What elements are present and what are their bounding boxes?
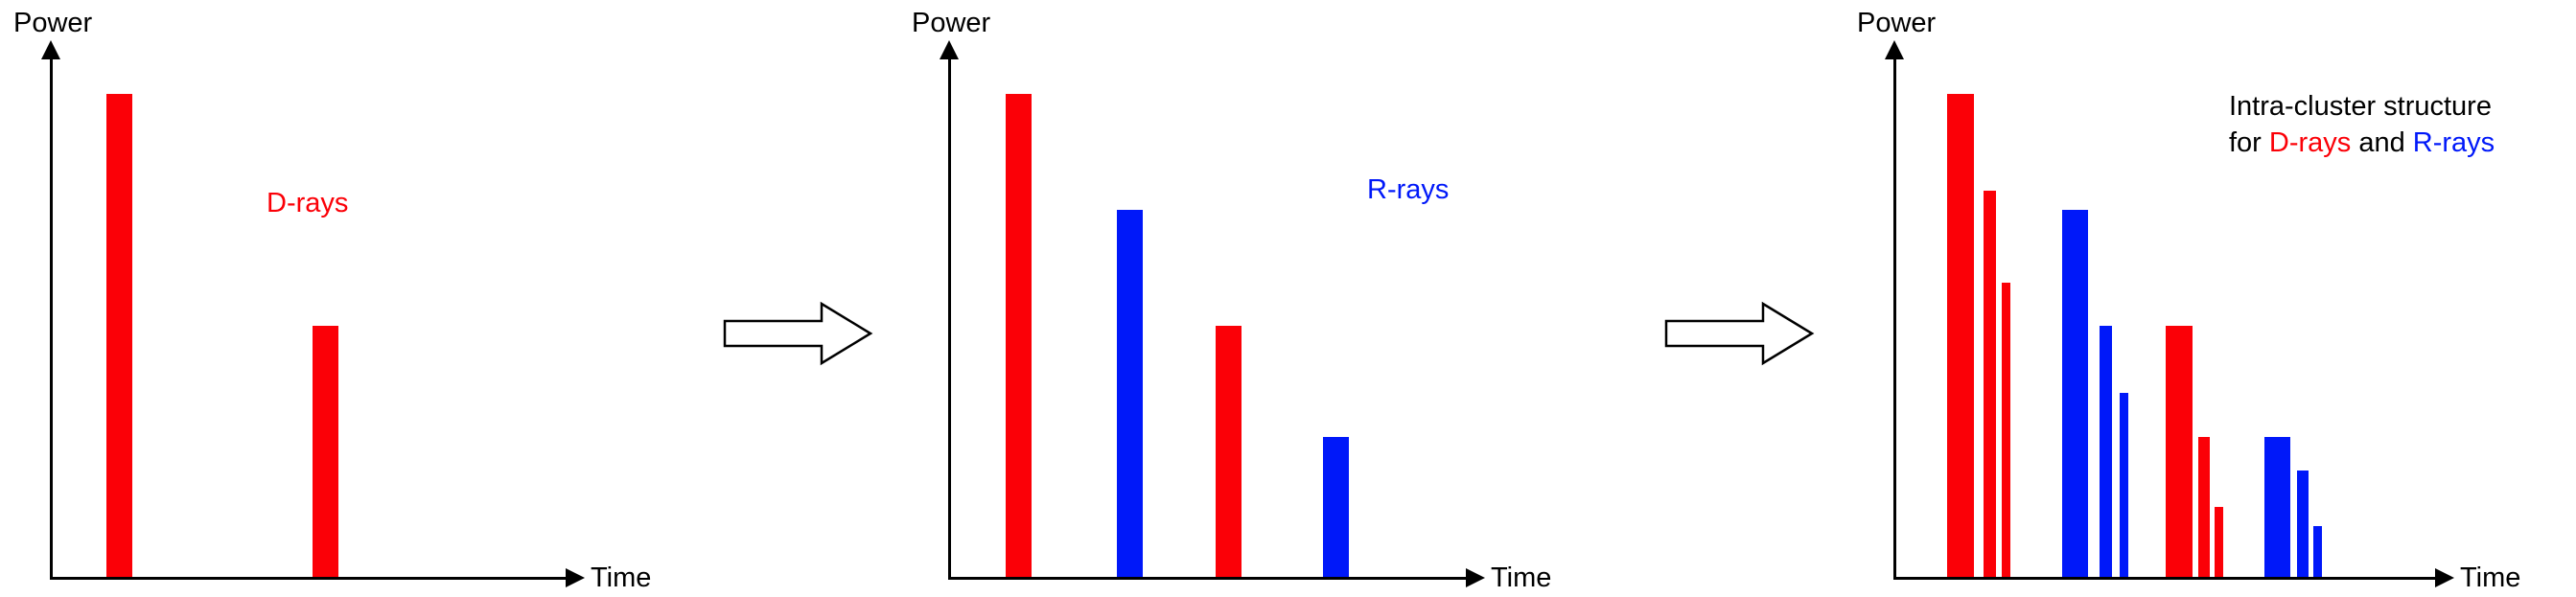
pulse-bar [2120, 393, 2128, 577]
transform-arrow-icon [723, 301, 873, 366]
series-label-d-rays: D-rays [267, 188, 349, 218]
x-axis-arrowhead-icon [1466, 568, 1485, 587]
annotation-text-segment: D-rays [2268, 127, 2352, 158]
y-axis-arrowhead-icon [41, 40, 60, 59]
y-axis [948, 56, 951, 580]
pulse-bar [2313, 526, 2322, 577]
y-axis-label: Power [13, 8, 93, 38]
annotation-text-segment: and [2351, 127, 2413, 158]
pulse-bar [106, 94, 132, 577]
pulse-bar [1117, 210, 1143, 577]
y-axis-label: Power [912, 8, 991, 38]
panel-d-rays: Power Time D-rays [0, 0, 671, 597]
x-axis-arrowhead-icon [2435, 568, 2454, 587]
pulse-bar [2062, 210, 2088, 577]
pulse-bar [2215, 507, 2223, 577]
pulse-bar [1947, 94, 1974, 577]
panel-r-rays: Power Time R-rays [898, 0, 1589, 597]
x-axis-label: Time [591, 563, 652, 593]
y-axis-arrowhead-icon [940, 40, 959, 59]
y-axis [50, 56, 53, 580]
x-axis [50, 577, 568, 580]
y-axis [1893, 56, 1896, 580]
panel-intra-cluster: Power Time Intra-cluster structure for D… [1844, 0, 2576, 597]
pulse-bar [2166, 326, 2193, 577]
annotation-line1: Intra-cluster structure [2229, 91, 2492, 122]
intra-cluster-annotation: Intra-cluster structure for D-rays and R… [2229, 88, 2495, 161]
pulse-bar [2297, 471, 2309, 577]
pulse-bar [2198, 437, 2210, 577]
annotation-line2: for D-rays and R-rays [2229, 125, 2495, 161]
pulse-bar [2264, 437, 2290, 577]
y-axis-label: Power [1857, 8, 1937, 38]
x-axis-label: Time [1491, 563, 1552, 593]
x-axis-label: Time [2460, 563, 2521, 593]
pulse-bar [1006, 94, 1032, 577]
y-axis-arrowhead-icon [1885, 40, 1904, 59]
x-axis-arrowhead-icon [566, 568, 585, 587]
pulse-bar [2100, 326, 2112, 577]
pulse-bar [1216, 326, 1242, 577]
annotation-text-segment: R-rays [2412, 127, 2495, 158]
transform-arrow-icon [1664, 301, 1815, 366]
pulse-bar [313, 326, 338, 577]
pulse-bar [2002, 283, 2010, 577]
annotation-text-segment: for [2229, 127, 2269, 158]
pulse-bar [1323, 437, 1349, 577]
series-label-r-rays: R-rays [1367, 174, 1450, 205]
x-axis [1893, 577, 2437, 580]
pulse-bar [1984, 191, 1996, 577]
x-axis [948, 577, 1468, 580]
